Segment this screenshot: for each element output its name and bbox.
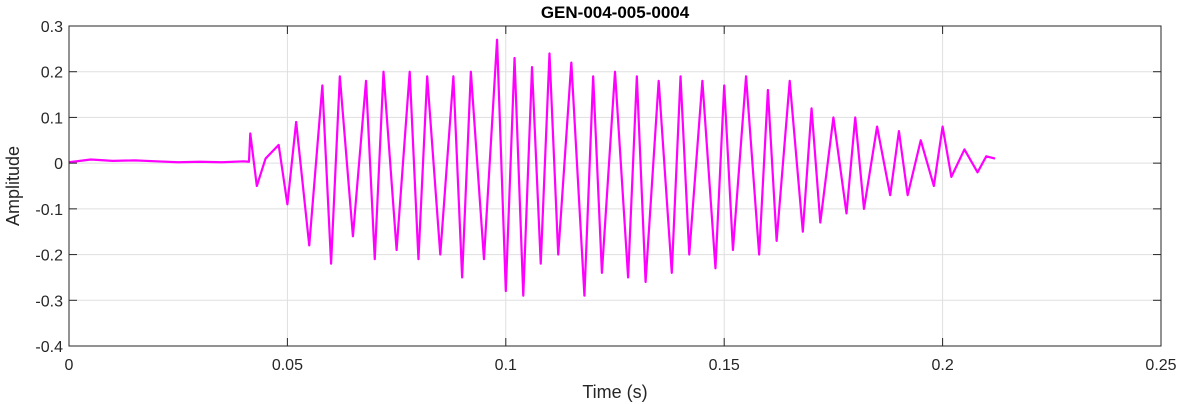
y-tick-label: -0.1 — [35, 202, 63, 219]
y-tick-label: 0.3 — [41, 19, 63, 36]
x-tick-label: 0.2 — [931, 357, 953, 374]
x-tick-label: 0.15 — [709, 357, 740, 374]
y-tick-label: 0.2 — [41, 65, 63, 82]
x-tick-label: 0.25 — [1145, 357, 1176, 374]
x-tick-label: 0.1 — [495, 357, 517, 374]
x-tick-label: 0.05 — [272, 357, 303, 374]
signal-line — [68, 38, 996, 297]
y-tick-label: -0.2 — [35, 248, 63, 265]
plot-frame — [68, 25, 1162, 347]
y-tick-label: 0.1 — [41, 110, 63, 127]
y-axis-label: Amplitude — [3, 146, 23, 226]
y-tick-label: 0 — [54, 156, 63, 173]
signal-trace — [68, 38, 996, 297]
x-axis-label: Time (s) — [582, 382, 647, 402]
y-tick-label: -0.4 — [35, 339, 63, 356]
y-tick-label: -0.3 — [35, 293, 63, 310]
x-tick-label: 0 — [65, 357, 74, 374]
axis-ticks: 0 0.05 0.1 0.15 0.2 0.25 -0.4 -0.3 -0.2 -0.1 0 0.1 0… — [35, 19, 1176, 374]
chart-title: GEN-004-005-0004 — [541, 3, 690, 22]
